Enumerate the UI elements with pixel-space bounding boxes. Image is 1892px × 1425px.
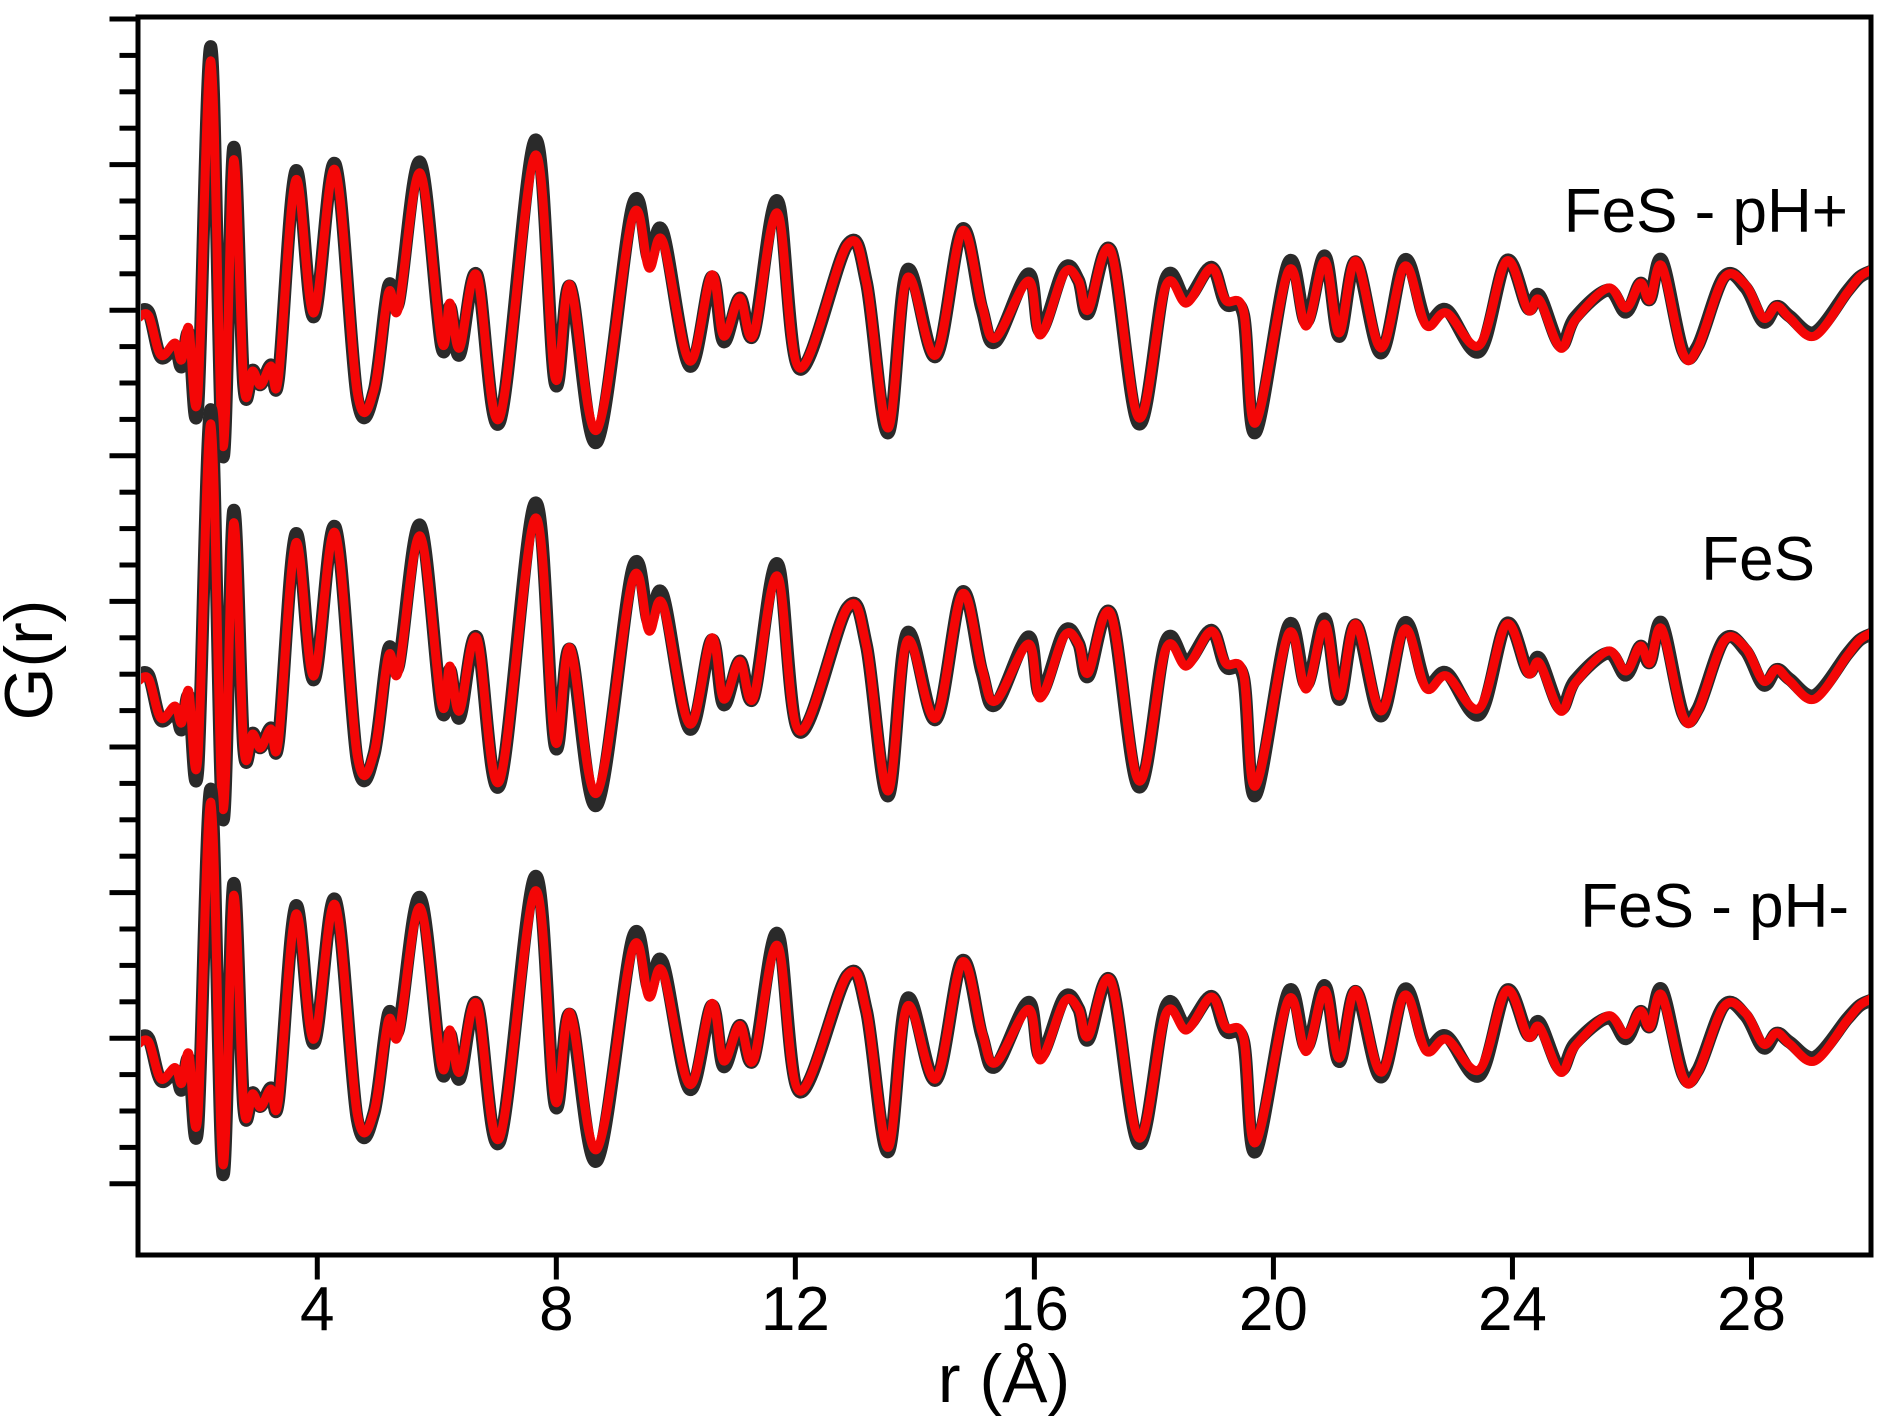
y-axis-label: G(r) <box>0 600 67 721</box>
trace-label-fes: FeS <box>1701 525 1815 594</box>
curves <box>141 40 1869 1181</box>
fit-curve-fes-ph <box>141 797 1869 1169</box>
x-axis-label: r (Å) <box>938 1341 1070 1417</box>
x-axis-ticks <box>314 1257 1754 1280</box>
data-curve-fes-ph <box>141 782 1869 1181</box>
trace-label-fes-ph-minus: FeS - pH- <box>1580 872 1849 941</box>
x-tick-label: 24 <box>1478 1275 1547 1344</box>
fit-curve-fes-ph <box>141 56 1869 451</box>
x-tick-label: 28 <box>1717 1275 1786 1344</box>
x-tick-label: 4 <box>300 1275 334 1344</box>
y-axis-ticks <box>109 16 136 1187</box>
x-tick-label: 12 <box>761 1275 830 1344</box>
x-tick-label: 16 <box>1000 1275 1069 1344</box>
x-tick-label: 20 <box>1239 1275 1308 1344</box>
x-tick-label: 8 <box>539 1275 573 1344</box>
data-curve-fes <box>141 403 1869 826</box>
x-tick-labels: 4 8 12 16 20 24 28 <box>300 1275 1786 1344</box>
trace-label-fes-ph-plus: FeS - pH+ <box>1564 177 1848 246</box>
plot-border <box>135 14 1874 1258</box>
fit-curve-fes <box>141 419 1869 814</box>
data-curve-fes-ph <box>141 40 1869 463</box>
